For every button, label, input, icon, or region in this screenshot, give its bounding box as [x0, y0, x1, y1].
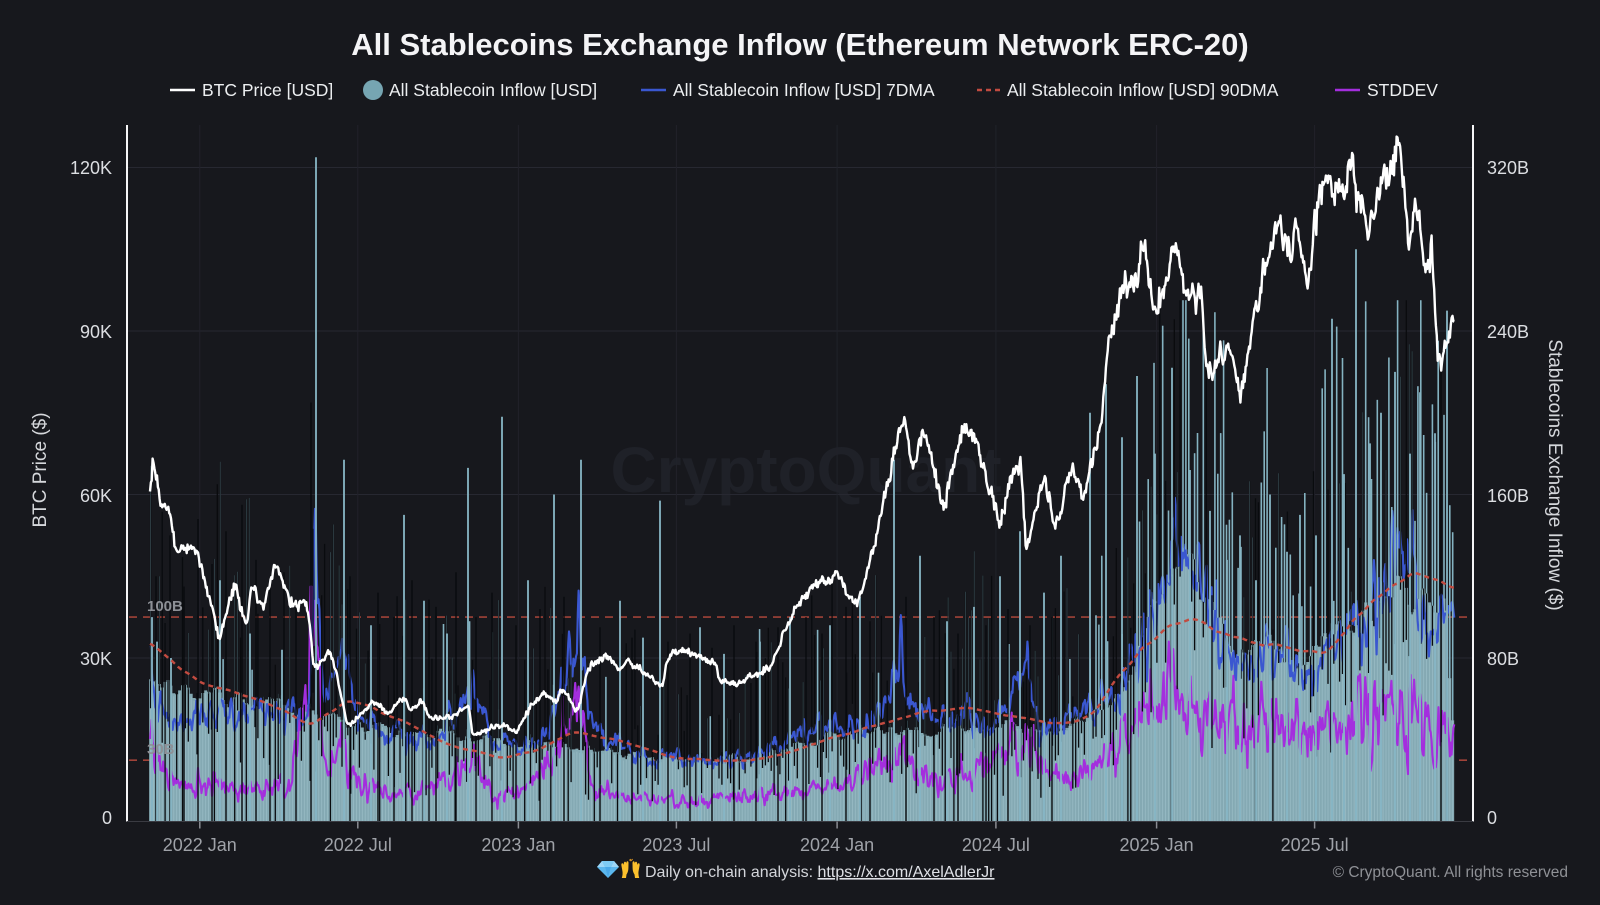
svg-text:BTC Price [USD]: BTC Price [USD]	[202, 80, 333, 100]
svg-text:90K: 90K	[80, 322, 112, 342]
svg-text:2022 Jan: 2022 Jan	[163, 835, 237, 855]
svg-text:160B: 160B	[1487, 486, 1529, 506]
svg-text:2023 Jul: 2023 Jul	[642, 835, 710, 855]
svg-text:2022 Jul: 2022 Jul	[324, 835, 392, 855]
svg-text:0: 0	[102, 808, 112, 828]
svg-text:Daily on-chain analysis: https: Daily on-chain analysis: https://x.com/A…	[645, 864, 995, 881]
svg-text:© CryptoQuant. All rights rese: © CryptoQuant. All rights reserved	[1333, 864, 1568, 881]
svg-text:2025 Jan: 2025 Jan	[1120, 835, 1194, 855]
svg-text:BTC Price ($): BTC Price ($)	[30, 412, 51, 527]
svg-text:240B: 240B	[1487, 322, 1529, 342]
svg-text:Stablecoins Exchange Inflow ($: Stablecoins Exchange Inflow ($)	[1544, 339, 1565, 610]
svg-text:All Stablecoin Inflow [USD] 90: All Stablecoin Inflow [USD] 90DMA	[1007, 80, 1279, 100]
svg-text:100B: 100B	[147, 598, 183, 615]
svg-text:CryptoQuant: CryptoQuant	[610, 434, 1001, 506]
svg-text:All Stablecoin Inflow [USD] 7D: All Stablecoin Inflow [USD] 7DMA	[673, 80, 935, 100]
svg-text:30K: 30K	[80, 649, 112, 669]
svg-text:All Stablecoin Inflow [USD]: All Stablecoin Inflow [USD]	[389, 80, 597, 100]
svg-text:2024 Jan: 2024 Jan	[800, 835, 874, 855]
svg-text:All Stablecoins Exchange Inflo: All Stablecoins Exchange Inflow (Ethereu…	[351, 27, 1248, 62]
svg-text:0: 0	[1487, 808, 1497, 828]
svg-text:120K: 120K	[70, 158, 112, 178]
svg-text:60K: 60K	[80, 486, 112, 506]
svg-text:STDDEV: STDDEV	[1367, 80, 1438, 100]
svg-text:2023 Jan: 2023 Jan	[481, 835, 555, 855]
svg-text:2025 Jul: 2025 Jul	[1281, 835, 1349, 855]
svg-text:80B: 80B	[1487, 649, 1519, 669]
svg-text:2024 Jul: 2024 Jul	[962, 835, 1030, 855]
svg-text:320B: 320B	[1487, 158, 1529, 178]
svg-text:30B: 30B	[147, 741, 175, 758]
